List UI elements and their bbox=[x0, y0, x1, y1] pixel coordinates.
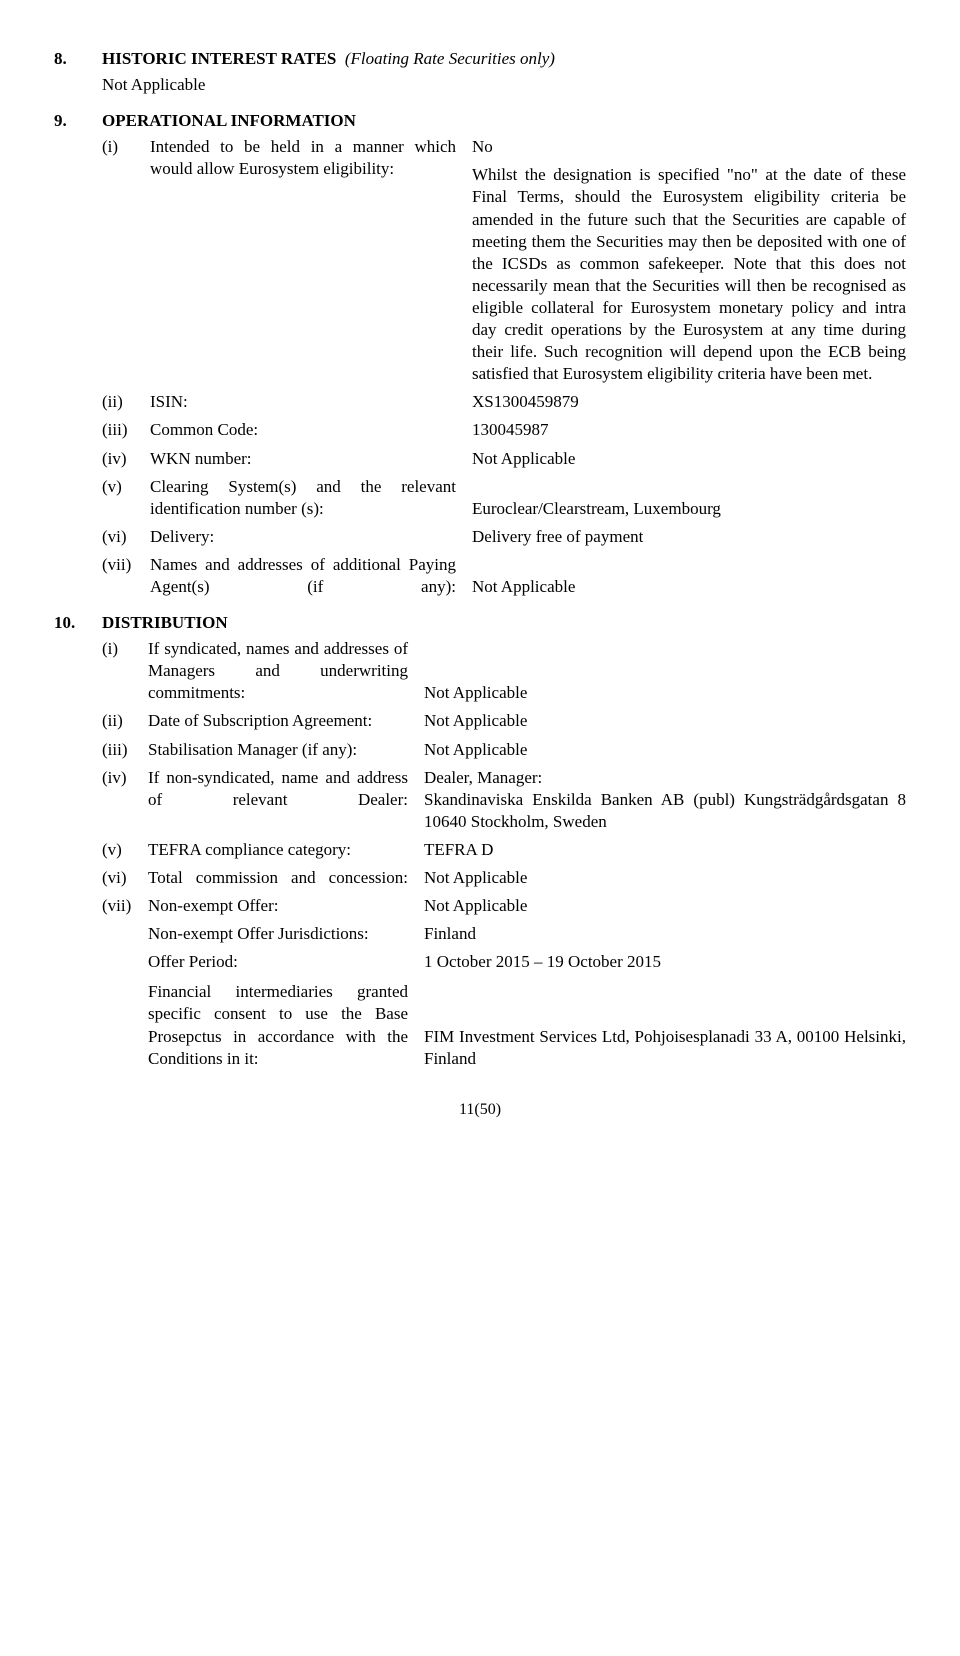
item-10-vii: (vii) Non-exempt Offer: Not Applicable bbox=[102, 895, 906, 917]
item-value: XS1300459879 bbox=[472, 391, 906, 413]
section-8-header: 8. HISTORIC INTEREST RATES (Floating Rat… bbox=[54, 48, 906, 70]
item-marker: (iii) bbox=[102, 739, 148, 761]
item-value: Not Applicable bbox=[424, 739, 906, 761]
item-9-v: (v) Clearing System(s) and the relevant … bbox=[102, 476, 906, 520]
item-9-i-value-head: No bbox=[472, 136, 906, 158]
section-9-number: 9. bbox=[54, 110, 102, 132]
section-8-title: HISTORIC INTEREST RATES (Floating Rate S… bbox=[102, 48, 555, 70]
item-10-v: (v) TEFRA compliance category: TEFRA D bbox=[102, 839, 906, 861]
item-label: Intended to be held in a manner which wo… bbox=[150, 136, 472, 180]
item-value: No Whilst the designation is specified "… bbox=[472, 136, 906, 385]
item-marker: (i) bbox=[102, 136, 150, 158]
item-10-ii: (ii) Date of Subscription Agreement: Not… bbox=[102, 710, 906, 732]
section-8-title-main: HISTORIC INTEREST RATES bbox=[102, 49, 336, 68]
item-value: Not Applicable bbox=[424, 710, 906, 732]
section-10-items: (i) If syndicated, names and addresses o… bbox=[102, 638, 906, 1070]
item-9-iv: (iv) WKN number: Not Applicable bbox=[102, 448, 906, 470]
item-10-iii: (iii) Stabilisation Manager (if any): No… bbox=[102, 739, 906, 761]
item-marker: (iii) bbox=[102, 419, 150, 441]
item-value: TEFRA D bbox=[424, 839, 906, 861]
item-value: 1 October 2015 – 19 October 2015 bbox=[424, 951, 906, 973]
item-label: Offer Period: bbox=[148, 951, 424, 973]
item-9-vii: (vii) Names and addresses of additional … bbox=[102, 554, 906, 598]
section-8-body: Not Applicable bbox=[102, 74, 906, 96]
item-label: WKN number: bbox=[150, 448, 472, 470]
item-value: Finland bbox=[424, 923, 906, 945]
item-label: TEFRA compliance category: bbox=[148, 839, 424, 861]
item-9-iii: (iii) Common Code: 130045987 bbox=[102, 419, 906, 441]
item-value: 130045987 bbox=[472, 419, 906, 441]
item-10-extra-2: Offer Period: 1 October 2015 – 19 Octobe… bbox=[102, 951, 906, 973]
item-value: FIM Investment Services Ltd, Pohjoisespl… bbox=[424, 1026, 906, 1070]
item-label: Date of Subscription Agreement: bbox=[148, 710, 424, 732]
item-label: Non-exempt Offer Jurisdictions: bbox=[148, 923, 424, 945]
item-value: Not Applicable bbox=[472, 576, 906, 598]
item-label: Clearing System(s) and the relevant iden… bbox=[150, 476, 472, 520]
section-8-suffix-text: (Floating Rate Securities only) bbox=[345, 49, 555, 68]
item-value: Not Applicable bbox=[424, 895, 906, 917]
item-label: Common Code: bbox=[150, 419, 472, 441]
item-marker: (vii) bbox=[102, 554, 150, 576]
item-9-vi: (vi) Delivery: Delivery free of payment bbox=[102, 526, 906, 548]
item-10-vi: (vi) Total commission and concession: No… bbox=[102, 867, 906, 889]
item-label: Names and addresses of additional Paying… bbox=[150, 554, 472, 598]
item-label: Stabilisation Manager (if any): bbox=[148, 739, 424, 761]
item-label: Delivery: bbox=[150, 526, 472, 548]
item-label: ISIN: bbox=[150, 391, 472, 413]
section-8-title-suffix: (Floating Rate Securities only) bbox=[341, 49, 555, 68]
item-10-extra-3: Financial intermediaries granted specifi… bbox=[102, 981, 906, 1069]
section-9-title: OPERATIONAL INFORMATION bbox=[102, 110, 356, 132]
item-label: Total commission and concession: bbox=[148, 867, 424, 889]
item-label: Non-exempt Offer: bbox=[148, 895, 424, 917]
section-8-number: 8. bbox=[54, 48, 102, 70]
item-marker: (v) bbox=[102, 839, 148, 861]
item-10-i: (i) If syndicated, names and addresses o… bbox=[102, 638, 906, 704]
section-9-items: (i) Intended to be held in a manner whic… bbox=[102, 136, 906, 598]
item-9-i-value-body: Whilst the designation is specified "no"… bbox=[472, 164, 906, 385]
item-marker: (iv) bbox=[102, 767, 148, 789]
item-value: Euroclear/Clearstream, Luxembourg bbox=[472, 498, 906, 520]
item-label: Financial intermediaries granted specifi… bbox=[148, 981, 424, 1069]
item-marker: (vi) bbox=[102, 867, 148, 889]
section-10-number: 10. bbox=[54, 612, 102, 634]
item-10-iv: (iv) If non-syndicated, name and address… bbox=[102, 767, 906, 833]
item-marker: (vi) bbox=[102, 526, 150, 548]
item-marker: (i) bbox=[102, 638, 148, 660]
item-marker: (ii) bbox=[102, 391, 150, 413]
section-9-header: 9. OPERATIONAL INFORMATION bbox=[54, 110, 906, 132]
item-9-i: (i) Intended to be held in a manner whic… bbox=[102, 136, 906, 385]
section-10-title: DISTRIBUTION bbox=[102, 612, 228, 634]
item-marker: (iv) bbox=[102, 448, 150, 470]
item-value: Not Applicable bbox=[424, 682, 906, 704]
item-value: Not Applicable bbox=[424, 867, 906, 889]
item-value: Delivery free of payment bbox=[472, 526, 906, 548]
item-marker: (vii) bbox=[102, 895, 148, 917]
item-value: Dealer, Manager:Skandinaviska Enskilda B… bbox=[424, 767, 906, 833]
section-10-header: 10. DISTRIBUTION bbox=[54, 612, 906, 634]
item-10-extra-1: Non-exempt Offer Jurisdictions: Finland bbox=[102, 923, 906, 945]
page-number: 11(50) bbox=[54, 1100, 906, 1121]
item-9-ii: (ii) ISIN: XS1300459879 bbox=[102, 391, 906, 413]
item-marker: (v) bbox=[102, 476, 150, 498]
item-label: If syndicated, names and addresses of Ma… bbox=[148, 638, 424, 704]
item-label: If non-syndicated, name and address of r… bbox=[148, 767, 424, 811]
item-marker: (ii) bbox=[102, 710, 148, 732]
item-value: Not Applicable bbox=[472, 448, 906, 470]
